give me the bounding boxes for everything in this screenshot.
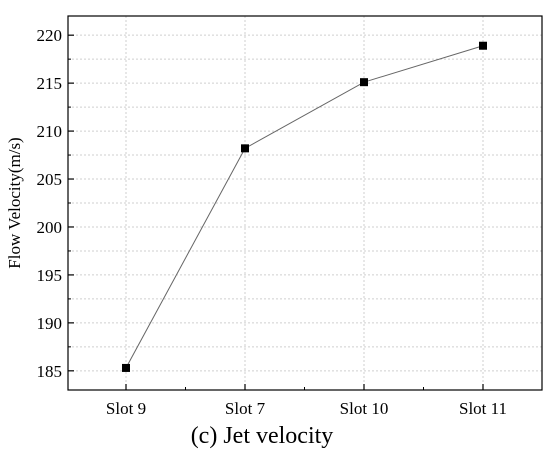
data-point-marker xyxy=(241,144,249,153)
y-tick-label: 190 xyxy=(37,314,63,333)
y-axis-label: Flow Velocity(m/s) xyxy=(5,137,24,268)
grid-lines xyxy=(68,16,542,390)
x-tick-label: Slot 10 xyxy=(340,399,389,418)
y-tick-label: 210 xyxy=(37,122,63,141)
x-tick-label: Slot 11 xyxy=(459,399,507,418)
y-tick-label: 205 xyxy=(37,170,63,189)
axis-ticks xyxy=(68,34,484,390)
x-tick-label: Slot 7 xyxy=(225,399,266,418)
x-tick-labels: Slot 9 Slot 7 Slot 10 Slot 11 xyxy=(106,399,507,418)
figure-caption: (c) Jet velocity xyxy=(191,423,334,449)
data-point-marker xyxy=(122,363,130,372)
y-tick-labels: 185 190 195 200 205 210 215 220 xyxy=(37,26,63,381)
series-line xyxy=(125,45,484,369)
data-point-marker xyxy=(479,41,487,50)
y-tick-label: 200 xyxy=(37,218,63,237)
data-point-marker xyxy=(360,78,368,87)
y-tick-label: 195 xyxy=(37,266,63,285)
y-tick-label: 185 xyxy=(37,362,63,381)
data-markers xyxy=(122,41,487,372)
y-tick-label: 220 xyxy=(37,26,63,45)
y-tick-label: 215 xyxy=(37,74,63,93)
x-tick-label: Slot 9 xyxy=(106,399,146,418)
